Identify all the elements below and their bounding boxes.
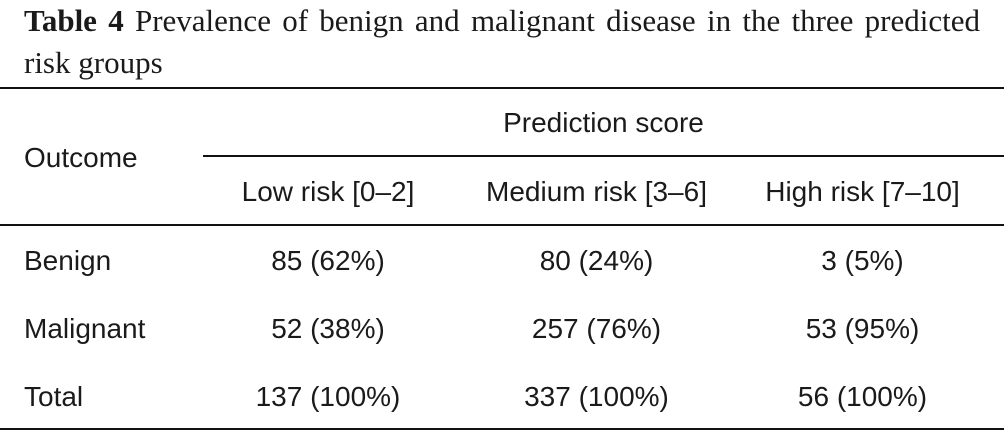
cell-total-high: 56 (100%)	[797, 381, 928, 412]
cell-malignant-high: 53 (95%)	[805, 313, 920, 344]
cell-benign-low: 85 (62%)	[271, 245, 385, 276]
column-header-high-risk: High risk [7–10]	[765, 176, 960, 207]
table-title: Prevalence of benign and malignant disea…	[24, 3, 981, 80]
header-bottom-rule	[0, 224, 1004, 226]
table-top-rule	[0, 87, 1004, 89]
cell-benign-medium: 80 (24%)	[539, 245, 654, 276]
column-header-low-risk: Low risk [0–2]	[241, 176, 415, 207]
row-label-malignant: Malignant	[24, 313, 146, 344]
cell-malignant-medium: 257 (76%)	[531, 313, 662, 344]
cell-malignant-low: 52 (38%)	[271, 313, 385, 344]
table-bottom-rule	[0, 428, 1004, 430]
cell-total-low: 137 (100%)	[255, 381, 401, 412]
spanner-prediction-score: Prediction score	[503, 107, 704, 138]
cell-total-medium: 337 (100%)	[524, 381, 669, 412]
cell-benign-high: 3 (5%)	[821, 245, 904, 276]
stub-header-outcome: Outcome	[24, 142, 138, 173]
column-header-medium-risk: Medium risk [3–6]	[486, 176, 707, 207]
row-label-total: Total	[24, 381, 84, 412]
row-label-benign: Benign	[24, 245, 112, 276]
table-caption: Table 4 Prevalence of benign and maligna…	[24, 0, 980, 84]
table-label: Table 4	[24, 3, 124, 38]
spanner-rule	[203, 155, 1004, 157]
